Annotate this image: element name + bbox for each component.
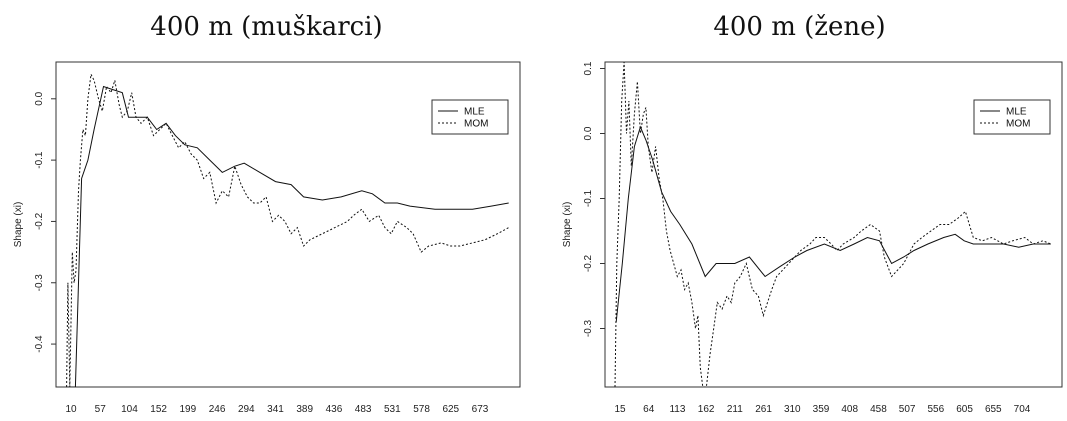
y-tick-label: -0.3 bbox=[34, 274, 45, 292]
x-tick-label: 261 bbox=[755, 404, 772, 415]
legend-box bbox=[431, 99, 509, 135]
y-tick-label: -0.1 bbox=[583, 189, 594, 207]
y-axis-label: Shape (xi) bbox=[13, 202, 24, 248]
chart-panel-men: 400 m (muškarci) 0.0 -0.1 -0.2 -0.3 -0.4 10 57… bbox=[0, 0, 533, 421]
y-tick-label: 0.0 bbox=[34, 91, 45, 105]
x-tick-label: 294 bbox=[238, 404, 255, 415]
x-tick-label: 152 bbox=[150, 404, 167, 415]
y-tick-label: -0.4 bbox=[34, 335, 45, 353]
chart-title: 400 m (žene) bbox=[713, 12, 886, 42]
x-tick-label: 556 bbox=[928, 404, 945, 415]
series-line-mom bbox=[614, 62, 1051, 387]
y-tick-label: -0.3 bbox=[583, 319, 594, 337]
y-axis-label: Shape (xi) bbox=[562, 202, 573, 248]
x-tick-label: 341 bbox=[267, 404, 284, 415]
y-tick-label: 0.0 bbox=[583, 126, 594, 140]
x-tick-label: 199 bbox=[180, 404, 197, 415]
x-tick-label: 655 bbox=[985, 404, 1002, 415]
x-tick-label: 578 bbox=[413, 404, 430, 415]
plot-frame bbox=[55, 61, 521, 388]
x-tick-label: 605 bbox=[956, 404, 973, 415]
y-tick-label: -0.2 bbox=[583, 254, 594, 272]
x-tick-label: 507 bbox=[899, 404, 916, 415]
x-tick-label: 57 bbox=[95, 404, 107, 415]
x-tick-label: 359 bbox=[813, 404, 830, 415]
chart-title: 400 m (muškarci) bbox=[150, 12, 383, 42]
x-tick-label: 162 bbox=[698, 404, 715, 415]
chart-panel-women: 400 m (žene) 0.1 0.0 -0.1 -0.2 -0.3 15 64 113 16… bbox=[533, 0, 1066, 421]
x-tick-label: 704 bbox=[1014, 404, 1031, 415]
legend-label: MOM bbox=[464, 119, 488, 130]
x-tick-label: 246 bbox=[209, 404, 226, 415]
legend-box bbox=[973, 99, 1051, 135]
y-tick-label: -0.1 bbox=[34, 151, 45, 169]
x-tick-label: 408 bbox=[841, 404, 858, 415]
x-tick-label: 458 bbox=[870, 404, 887, 415]
legend-label: MLE bbox=[1006, 107, 1027, 118]
chart-svg: 0.1 0.0 -0.1 -0.2 -0.3 15 64 113 162 211 261 310 359… bbox=[562, 61, 1063, 415]
x-tick-label: 64 bbox=[643, 404, 655, 415]
x-tick-label: 389 bbox=[296, 404, 313, 415]
legend-label: MLE bbox=[464, 107, 485, 118]
x-tick-label: 15 bbox=[614, 404, 626, 415]
x-tick-label: 113 bbox=[669, 404, 685, 415]
x-tick-label: 104 bbox=[121, 404, 138, 415]
x-tick-label: 10 bbox=[65, 404, 77, 415]
y-tick-label: 0.1 bbox=[583, 61, 594, 75]
series-line-mom bbox=[66, 72, 509, 387]
chart-svg: 0.0 -0.1 -0.2 -0.3 -0.4 10 57 104 152 199 246 294 34… bbox=[13, 61, 521, 415]
plot-frame bbox=[604, 61, 1063, 388]
x-tick-label: 483 bbox=[355, 404, 372, 415]
legend-label: MOM bbox=[1006, 119, 1030, 130]
y-tick-label: -0.2 bbox=[34, 212, 45, 230]
x-tick-label: 211 bbox=[727, 404, 743, 415]
x-tick-label: 531 bbox=[384, 404, 401, 415]
x-tick-label: 625 bbox=[442, 404, 459, 415]
series-line-mle bbox=[615, 125, 1051, 323]
x-tick-label: 673 bbox=[472, 404, 489, 415]
x-tick-label: 310 bbox=[784, 404, 801, 415]
series-line-mle bbox=[67, 85, 509, 387]
x-tick-label: 436 bbox=[326, 404, 343, 415]
